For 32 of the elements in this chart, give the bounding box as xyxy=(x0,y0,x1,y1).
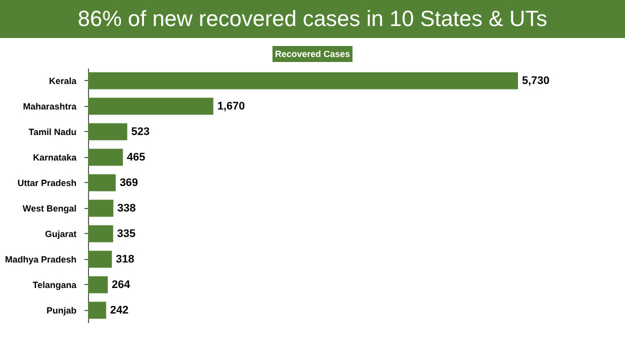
data-label: 465 xyxy=(126,151,146,164)
data-label: 5,730 xyxy=(522,74,550,87)
data-label: 523 xyxy=(131,126,150,138)
y-tick-label: Telangana xyxy=(32,280,78,290)
y-tick-label: Karnataka xyxy=(32,152,78,162)
y-tick-label: Uttar Pradesh xyxy=(17,178,76,188)
bar xyxy=(88,250,112,268)
bar xyxy=(88,123,128,140)
bar xyxy=(88,200,114,217)
y-tick-label: Maharashtra xyxy=(22,101,78,112)
data-label: 338 xyxy=(117,202,136,214)
data-label: 369 xyxy=(120,176,138,189)
bar xyxy=(88,276,108,294)
bar xyxy=(88,174,116,192)
data-label: 318 xyxy=(116,253,134,266)
series-label: Recovered Cases xyxy=(274,49,350,59)
data-label: 335 xyxy=(117,228,136,240)
data-label: 242 xyxy=(110,304,129,316)
bar xyxy=(88,302,106,319)
chart-title: 86% of new recovered cases in 10 States & UTs xyxy=(78,6,548,31)
y-tick-label: Punjab xyxy=(46,305,77,316)
y-tick-label: Tamil Nadu xyxy=(28,126,76,137)
bar xyxy=(88,98,214,115)
y-tick-label: Madhya Pradesh xyxy=(4,254,76,264)
bar xyxy=(88,148,123,166)
y-tick-label: Kerala xyxy=(48,76,78,86)
bar xyxy=(88,72,518,90)
y-tick-label: Gujarat xyxy=(44,228,76,239)
bar xyxy=(88,225,114,242)
y-tick-label: West Bengal xyxy=(22,203,76,214)
data-label: 1,670 xyxy=(217,100,245,112)
data-label: 264 xyxy=(112,278,132,291)
